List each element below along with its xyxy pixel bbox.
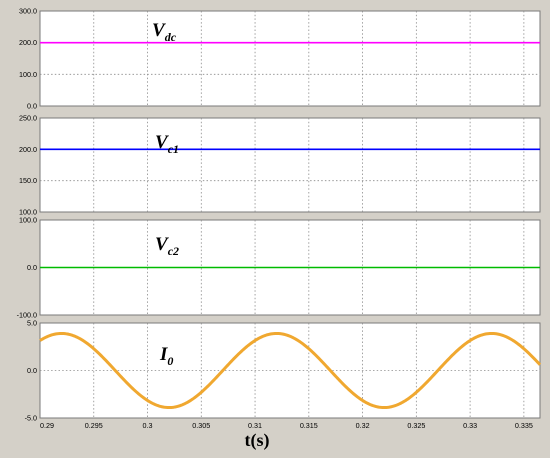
y-tick-label: 200.0 xyxy=(19,38,37,47)
x-tick-label: 0.305 xyxy=(192,421,210,430)
y-tick-label: -100.0 xyxy=(17,311,37,320)
x-tick-label: 0.3 xyxy=(143,421,153,430)
signal-label-subscript: dc xyxy=(165,30,177,44)
y-tick-label: 200.0 xyxy=(19,145,37,154)
x-tick-label: 0.33 xyxy=(463,421,477,430)
y-tick-label: 0.0 xyxy=(27,263,37,272)
signal-label-main: I xyxy=(159,344,168,365)
plot-panel-2: 100.0 150.0 200.0 250.0 Vc1 xyxy=(19,114,541,217)
plot-panel-3: -100.0 0.0 100.0 Vc2 xyxy=(17,216,541,320)
y-tick-label: 150.0 xyxy=(19,176,37,185)
signal-label-main: V xyxy=(155,234,169,255)
x-tick-label: 0.325 xyxy=(407,421,425,430)
y-tick-label: -5.0 xyxy=(25,414,37,423)
x-tick-label: 0.32 xyxy=(356,421,370,430)
signal-label: I0 xyxy=(159,344,173,368)
y-tick-label: 0.0 xyxy=(27,366,37,375)
signal-label-main: V xyxy=(152,20,166,41)
y-tick-label: 100.0 xyxy=(19,216,37,225)
signal-label-subscript: c1 xyxy=(168,142,179,156)
plot-area xyxy=(39,10,541,107)
plot-panel-1: 0.0 100.0 200.0 300.0 Vdc xyxy=(19,7,541,111)
x-tick-label: 0.29 xyxy=(40,421,54,430)
x-axis: 0.29 0.295 0.3 0.305 0.31 0.315 0.32 0.325 0.33 0… xyxy=(40,421,533,430)
signal-label: Vdc xyxy=(152,20,177,44)
signal-label-subscript: c2 xyxy=(168,244,179,258)
x-tick-label: 0.295 xyxy=(85,421,103,430)
plot-panel-4: -5.0 0.0 5.0 I0 xyxy=(25,319,542,423)
signal-label: Vc2 xyxy=(155,234,179,258)
plot-area xyxy=(39,322,541,419)
signal-label-main: V xyxy=(155,132,169,153)
x-tick-label: 0.31 xyxy=(248,421,262,430)
y-tick-label: 300.0 xyxy=(19,7,37,16)
y-tick-label: 0.0 xyxy=(27,102,37,111)
x-tick-label: 0.315 xyxy=(300,421,318,430)
y-tick-label: 100.0 xyxy=(19,70,37,79)
y-tick-label: 250.0 xyxy=(19,114,37,123)
plot-area xyxy=(39,117,541,213)
signal-label: Vc1 xyxy=(155,132,179,156)
x-axis-label: t(s) xyxy=(245,430,270,451)
signal-label-subscript: 0 xyxy=(167,354,173,368)
y-tick-label: 5.0 xyxy=(27,319,37,328)
signal-trace xyxy=(39,331,542,410)
x-tick-label: 0.335 xyxy=(515,421,533,430)
y-tick-label: 100.0 xyxy=(19,208,37,217)
